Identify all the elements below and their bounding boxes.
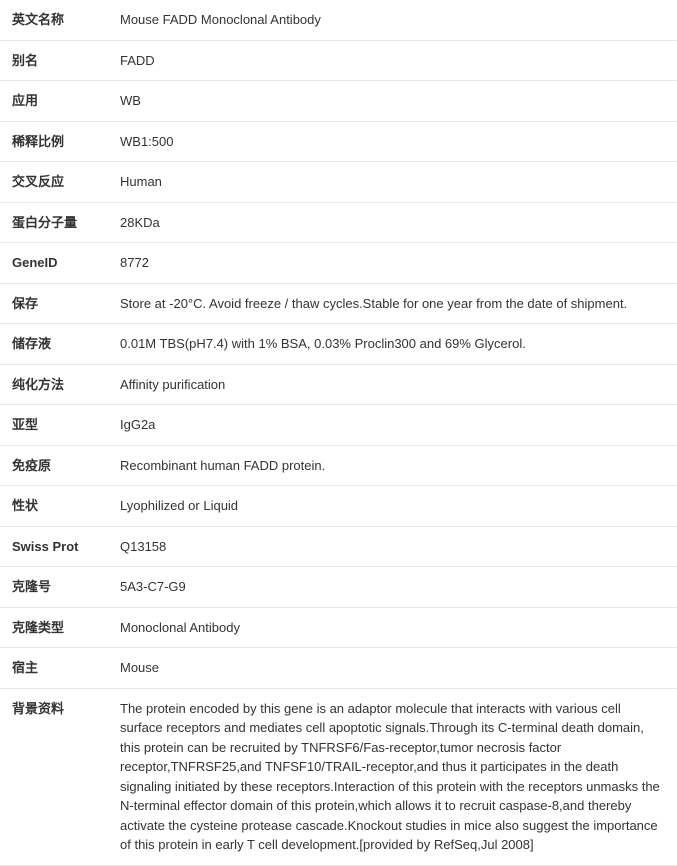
spec-label: 英文名称 bbox=[0, 0, 108, 40]
spec-row: 亚型IgG2a bbox=[0, 405, 677, 446]
spec-row: 克隆号5A3-C7-G9 bbox=[0, 567, 677, 608]
spec-value: The protein encoded by this gene is an a… bbox=[108, 688, 677, 865]
spec-value: Lyophilized or Liquid bbox=[108, 486, 677, 527]
spec-row: 交叉反应Human bbox=[0, 162, 677, 203]
spec-value: Q13158 bbox=[108, 526, 677, 567]
product-spec-table: 英文名称Mouse FADD Monoclonal Antibody别名FADD… bbox=[0, 0, 677, 866]
spec-row: 性状Lyophilized or Liquid bbox=[0, 486, 677, 527]
spec-value: IgG2a bbox=[108, 405, 677, 446]
spec-label: 背景资料 bbox=[0, 688, 108, 865]
spec-label: 纯化方法 bbox=[0, 364, 108, 405]
spec-value: Store at -20°C. Avoid freeze / thaw cycl… bbox=[108, 283, 677, 324]
spec-label: 储存液 bbox=[0, 324, 108, 365]
spec-value: Affinity purification bbox=[108, 364, 677, 405]
spec-value: Monoclonal Antibody bbox=[108, 607, 677, 648]
spec-value: 8772 bbox=[108, 243, 677, 284]
spec-row: 储存液0.01M TBS(pH7.4) with 1% BSA, 0.03% P… bbox=[0, 324, 677, 365]
spec-row: 英文名称Mouse FADD Monoclonal Antibody bbox=[0, 0, 677, 40]
spec-label: 稀释比例 bbox=[0, 121, 108, 162]
spec-label: 别名 bbox=[0, 40, 108, 81]
spec-row: 别名FADD bbox=[0, 40, 677, 81]
spec-value: Mouse FADD Monoclonal Antibody bbox=[108, 0, 677, 40]
spec-label: 克隆类型 bbox=[0, 607, 108, 648]
spec-label: 性状 bbox=[0, 486, 108, 527]
spec-row: Swiss ProtQ13158 bbox=[0, 526, 677, 567]
spec-label: 宿主 bbox=[0, 648, 108, 689]
spec-row: 应用WB bbox=[0, 81, 677, 122]
spec-row: 保存Store at -20°C. Avoid freeze / thaw cy… bbox=[0, 283, 677, 324]
spec-value: Recombinant human FADD protein. bbox=[108, 445, 677, 486]
spec-label: 保存 bbox=[0, 283, 108, 324]
spec-value: 28KDa bbox=[108, 202, 677, 243]
spec-value: Mouse bbox=[108, 648, 677, 689]
spec-value: 5A3-C7-G9 bbox=[108, 567, 677, 608]
spec-row: 蛋白分子量28KDa bbox=[0, 202, 677, 243]
spec-value: FADD bbox=[108, 40, 677, 81]
spec-value: Human bbox=[108, 162, 677, 203]
spec-label: Swiss Prot bbox=[0, 526, 108, 567]
spec-label: 蛋白分子量 bbox=[0, 202, 108, 243]
spec-value: WB bbox=[108, 81, 677, 122]
spec-row: 宿主Mouse bbox=[0, 648, 677, 689]
spec-row: 克隆类型Monoclonal Antibody bbox=[0, 607, 677, 648]
spec-value: WB1:500 bbox=[108, 121, 677, 162]
spec-row: 纯化方法Affinity purification bbox=[0, 364, 677, 405]
spec-label: 应用 bbox=[0, 81, 108, 122]
spec-row: 稀释比例WB1:500 bbox=[0, 121, 677, 162]
spec-row: 背景资料The protein encoded by this gene is … bbox=[0, 688, 677, 865]
spec-value: 0.01M TBS(pH7.4) with 1% BSA, 0.03% Proc… bbox=[108, 324, 677, 365]
spec-label: 亚型 bbox=[0, 405, 108, 446]
spec-label: GeneID bbox=[0, 243, 108, 284]
spec-label: 交叉反应 bbox=[0, 162, 108, 203]
spec-label: 克隆号 bbox=[0, 567, 108, 608]
spec-row: GeneID8772 bbox=[0, 243, 677, 284]
spec-table-body: 英文名称Mouse FADD Monoclonal Antibody别名FADD… bbox=[0, 0, 677, 865]
spec-row: 免疫原Recombinant human FADD protein. bbox=[0, 445, 677, 486]
spec-label: 免疫原 bbox=[0, 445, 108, 486]
